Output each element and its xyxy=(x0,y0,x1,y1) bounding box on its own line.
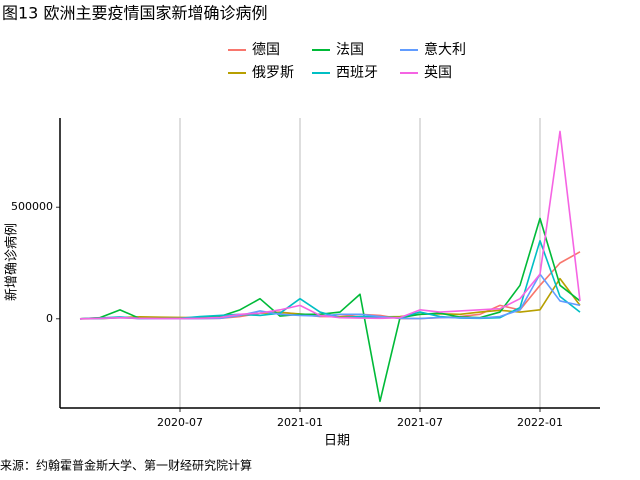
y-tick-label: 500000 xyxy=(11,200,53,213)
legend-label: 英国 xyxy=(424,64,452,81)
legend-label: 德国 xyxy=(252,42,280,58)
chart-title: 图13 欧洲主要疫情国家新增确诊病例 xyxy=(2,4,267,23)
series-line xyxy=(79,251,581,320)
legend-label: 俄罗斯 xyxy=(252,65,294,81)
legend-label: 法国 xyxy=(336,42,364,58)
y-tick-label: 0 xyxy=(46,312,53,325)
x-tick-label: 2021-07 xyxy=(397,416,443,429)
y-axis-label: 新增确诊病例 xyxy=(4,223,20,301)
x-axis-label: 日期 xyxy=(324,434,350,449)
legend-label: 意大利 xyxy=(424,41,466,58)
legend-label: 西班牙 xyxy=(336,65,378,81)
x-tick-label: 2022-01 xyxy=(517,416,563,429)
series-line xyxy=(79,130,581,320)
x-tick-label: 2021-01 xyxy=(277,416,323,429)
series-line xyxy=(79,273,581,320)
source-note: 来源：约翰霍普金斯大学、第一财经研究院计算 xyxy=(0,458,252,473)
series-line xyxy=(79,217,581,403)
x-tick-label: 2020-07 xyxy=(157,416,203,429)
